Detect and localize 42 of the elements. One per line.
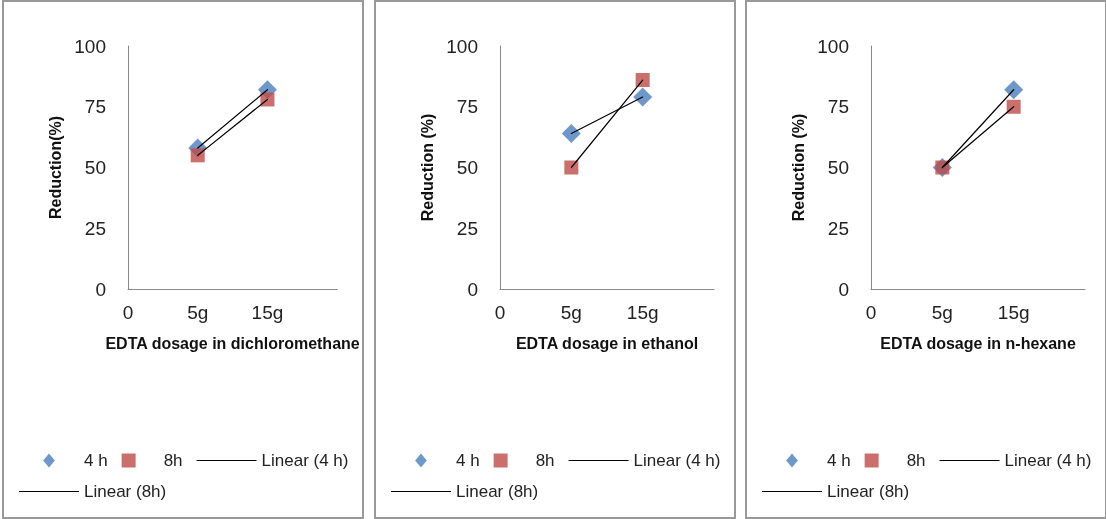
- x-tick-label: 5g: [560, 302, 582, 323]
- legend-label: Linear (8h): [84, 482, 167, 501]
- x-axis-title: EDTA dosage in ethanol: [515, 334, 699, 352]
- x-tick-label: 5g: [187, 302, 209, 323]
- x-tick-label: 0: [865, 302, 877, 323]
- y-axis-title: Reduction(%): [46, 115, 64, 220]
- legend-label: Linear (8h): [827, 482, 910, 501]
- y-tick-label: 25: [84, 217, 106, 239]
- y-tick-label: 0: [95, 278, 106, 300]
- y-tick-label: 75: [827, 96, 849, 118]
- x-axis-title: EDTA dosage in dichloromethane: [105, 334, 360, 352]
- y-tick-label: 100: [446, 35, 478, 57]
- y-tick-label: 0: [838, 278, 849, 300]
- y-axis-title: Reduction (%): [418, 113, 436, 222]
- y-tick-label: 50: [827, 157, 849, 178]
- x-tick-label: 5g: [931, 302, 953, 323]
- x-tick-label: 0: [122, 302, 134, 323]
- legend-label: 8h: [163, 451, 183, 470]
- x-tick-label: 15g: [251, 302, 284, 323]
- y-tick-label: 50: [456, 157, 478, 178]
- y-tick-label: 25: [827, 217, 849, 239]
- legend-label: Linear (4 h): [633, 451, 721, 470]
- y-tick-label: 0: [467, 278, 478, 300]
- x-tick-label: 15g: [626, 302, 659, 323]
- legend-label: Linear (4 h): [1004, 451, 1092, 470]
- x-tick-label: 0: [494, 302, 506, 323]
- legend-label: 4 h: [827, 451, 851, 470]
- legend-label: Linear (8h): [456, 482, 539, 501]
- y-axis-title: Reduction (%): [789, 113, 807, 222]
- legend-label: 4 h: [84, 451, 108, 470]
- legend-label: Linear (4 h): [261, 451, 349, 470]
- legend-label: 8h: [906, 451, 926, 470]
- y-tick-label: 100: [817, 35, 849, 57]
- legend-label: 4 h: [456, 451, 480, 470]
- x-axis-title: EDTA dosage in n-hexane: [880, 334, 1076, 352]
- y-tick-label: 25: [456, 217, 478, 239]
- y-tick-label: 75: [84, 96, 106, 118]
- y-tick-label: 50: [84, 157, 106, 178]
- x-tick-label: 15g: [997, 302, 1030, 323]
- legend-label: 8h: [535, 451, 555, 470]
- y-tick-label: 75: [456, 96, 478, 118]
- y-tick-label: 100: [74, 35, 106, 57]
